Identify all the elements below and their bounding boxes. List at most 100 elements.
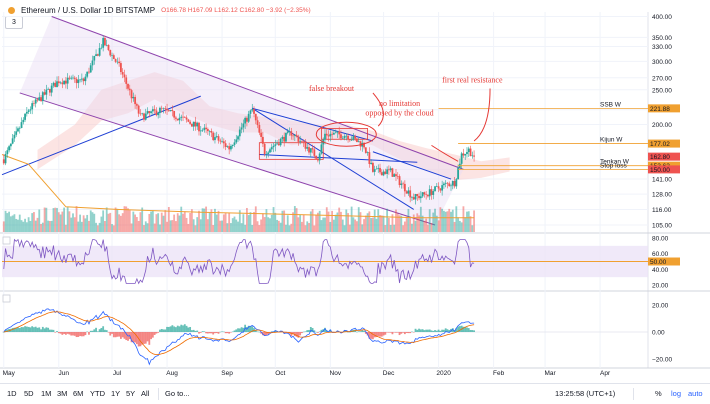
candle-body — [400, 183, 403, 186]
macd-histogram-bar — [135, 332, 138, 345]
macd-histogram-bar — [84, 332, 87, 336]
macd-histogram-bar — [150, 332, 152, 340]
volume-bar — [409, 216, 412, 232]
level-label: Kijun W — [600, 137, 623, 144]
macd-histogram-bar — [64, 332, 67, 335]
candle-body — [36, 99, 39, 101]
macd-histogram-bar — [123, 332, 126, 339]
toolbar-divider — [158, 388, 159, 400]
macd-histogram-bar — [91, 330, 94, 332]
macd-histogram-bar — [111, 332, 113, 334]
candle-body — [59, 82, 62, 84]
volume-bar — [86, 214, 89, 232]
range-button[interactable]: 1Y — [111, 389, 121, 398]
macd-histogram-bar — [190, 330, 193, 332]
volume-bar — [389, 224, 392, 232]
candle-body — [359, 141, 362, 147]
candle-body — [228, 146, 231, 150]
volume-bar — [201, 208, 204, 232]
volume-bar — [80, 221, 83, 232]
volume-bar — [338, 207, 341, 232]
candle-body — [219, 140, 222, 142]
macd-histogram-bar — [29, 327, 32, 332]
volume-bar — [304, 225, 307, 232]
candle-body — [379, 167, 381, 173]
volume-bar — [176, 213, 179, 232]
candle-body — [254, 113, 257, 121]
macd-histogram-bar — [79, 332, 81, 337]
volume-bar — [458, 220, 461, 232]
volume-bar — [311, 209, 314, 232]
macd-histogram-bar — [208, 332, 211, 334]
macd-histogram-bar — [242, 327, 245, 332]
macd-histogram-bar — [451, 328, 454, 332]
collapse-indicators-button[interactable]: 3 — [5, 16, 23, 29]
candle-body — [79, 79, 81, 81]
volume-bar — [247, 215, 250, 232]
volume-bar — [469, 216, 472, 232]
price-tick-label: 250.00 — [652, 87, 672, 94]
x-axis-label: Jun — [59, 370, 70, 377]
range-button[interactable]: 5Y — [126, 389, 136, 398]
volume-bar — [6, 213, 9, 232]
log-toggle[interactable]: log — [671, 389, 682, 398]
candle-body — [66, 77, 69, 84]
volume-bar — [427, 224, 429, 232]
range-button[interactable]: 6M — [73, 389, 84, 398]
candle-body — [206, 129, 209, 132]
range-button[interactable]: 1D — [7, 389, 17, 398]
volume-bar — [43, 207, 46, 232]
macd-histogram-bar — [185, 325, 188, 332]
range-button[interactable]: YTD — [90, 389, 105, 398]
range-button[interactable]: 3M — [57, 389, 68, 398]
candle-body — [178, 117, 181, 121]
candle-body — [132, 96, 135, 99]
macd-histogram-bar — [412, 332, 415, 333]
volume-bar — [368, 211, 371, 232]
macd-histogram-bar — [203, 331, 206, 332]
candle-body — [411, 197, 413, 198]
percent-toggle[interactable]: % — [655, 389, 662, 398]
volume-bar — [38, 209, 41, 232]
candle-body — [446, 182, 449, 184]
candle-body — [134, 96, 137, 105]
macd-histogram-bar — [384, 332, 387, 335]
level-label: SSB W — [600, 101, 622, 108]
candle-body — [288, 131, 291, 132]
macd-histogram-bar — [471, 330, 474, 332]
volume-bar — [233, 216, 236, 232]
candle-body — [162, 108, 165, 109]
range-button[interactable]: 5D — [24, 389, 34, 398]
candle-body — [89, 65, 92, 73]
rsi-level-tag — [648, 257, 680, 266]
macd-histogram-bar — [34, 326, 37, 332]
volume-bar — [175, 221, 177, 232]
volume-bar — [50, 220, 53, 232]
candle-body — [13, 134, 16, 139]
range-button[interactable]: All — [141, 389, 150, 398]
goto-button[interactable]: Go to... — [165, 389, 190, 398]
candle-body — [237, 136, 239, 140]
candle-body — [309, 148, 312, 153]
volume-bar — [143, 225, 145, 232]
candle-body — [86, 71, 89, 77]
volume-bar — [72, 213, 74, 232]
volume-bar — [96, 225, 99, 232]
volume-bar — [332, 219, 335, 232]
volume-bar — [160, 212, 163, 232]
rsi-tick-label: 40.00 — [652, 267, 669, 274]
volume-bar — [341, 219, 344, 232]
macd-histogram-bar — [290, 332, 293, 337]
range-button[interactable]: 1M — [41, 389, 52, 398]
macd-histogram-bar — [304, 331, 307, 332]
candle-body — [276, 143, 278, 145]
candle-body — [427, 194, 429, 197]
candle-body — [57, 81, 60, 84]
last-price-tag — [648, 152, 680, 161]
candle-body — [332, 133, 335, 135]
volume-bar — [430, 222, 433, 232]
auto-toggle[interactable]: auto — [688, 389, 703, 398]
volume-bar — [450, 211, 452, 232]
macd-histogram-bar — [80, 332, 83, 337]
